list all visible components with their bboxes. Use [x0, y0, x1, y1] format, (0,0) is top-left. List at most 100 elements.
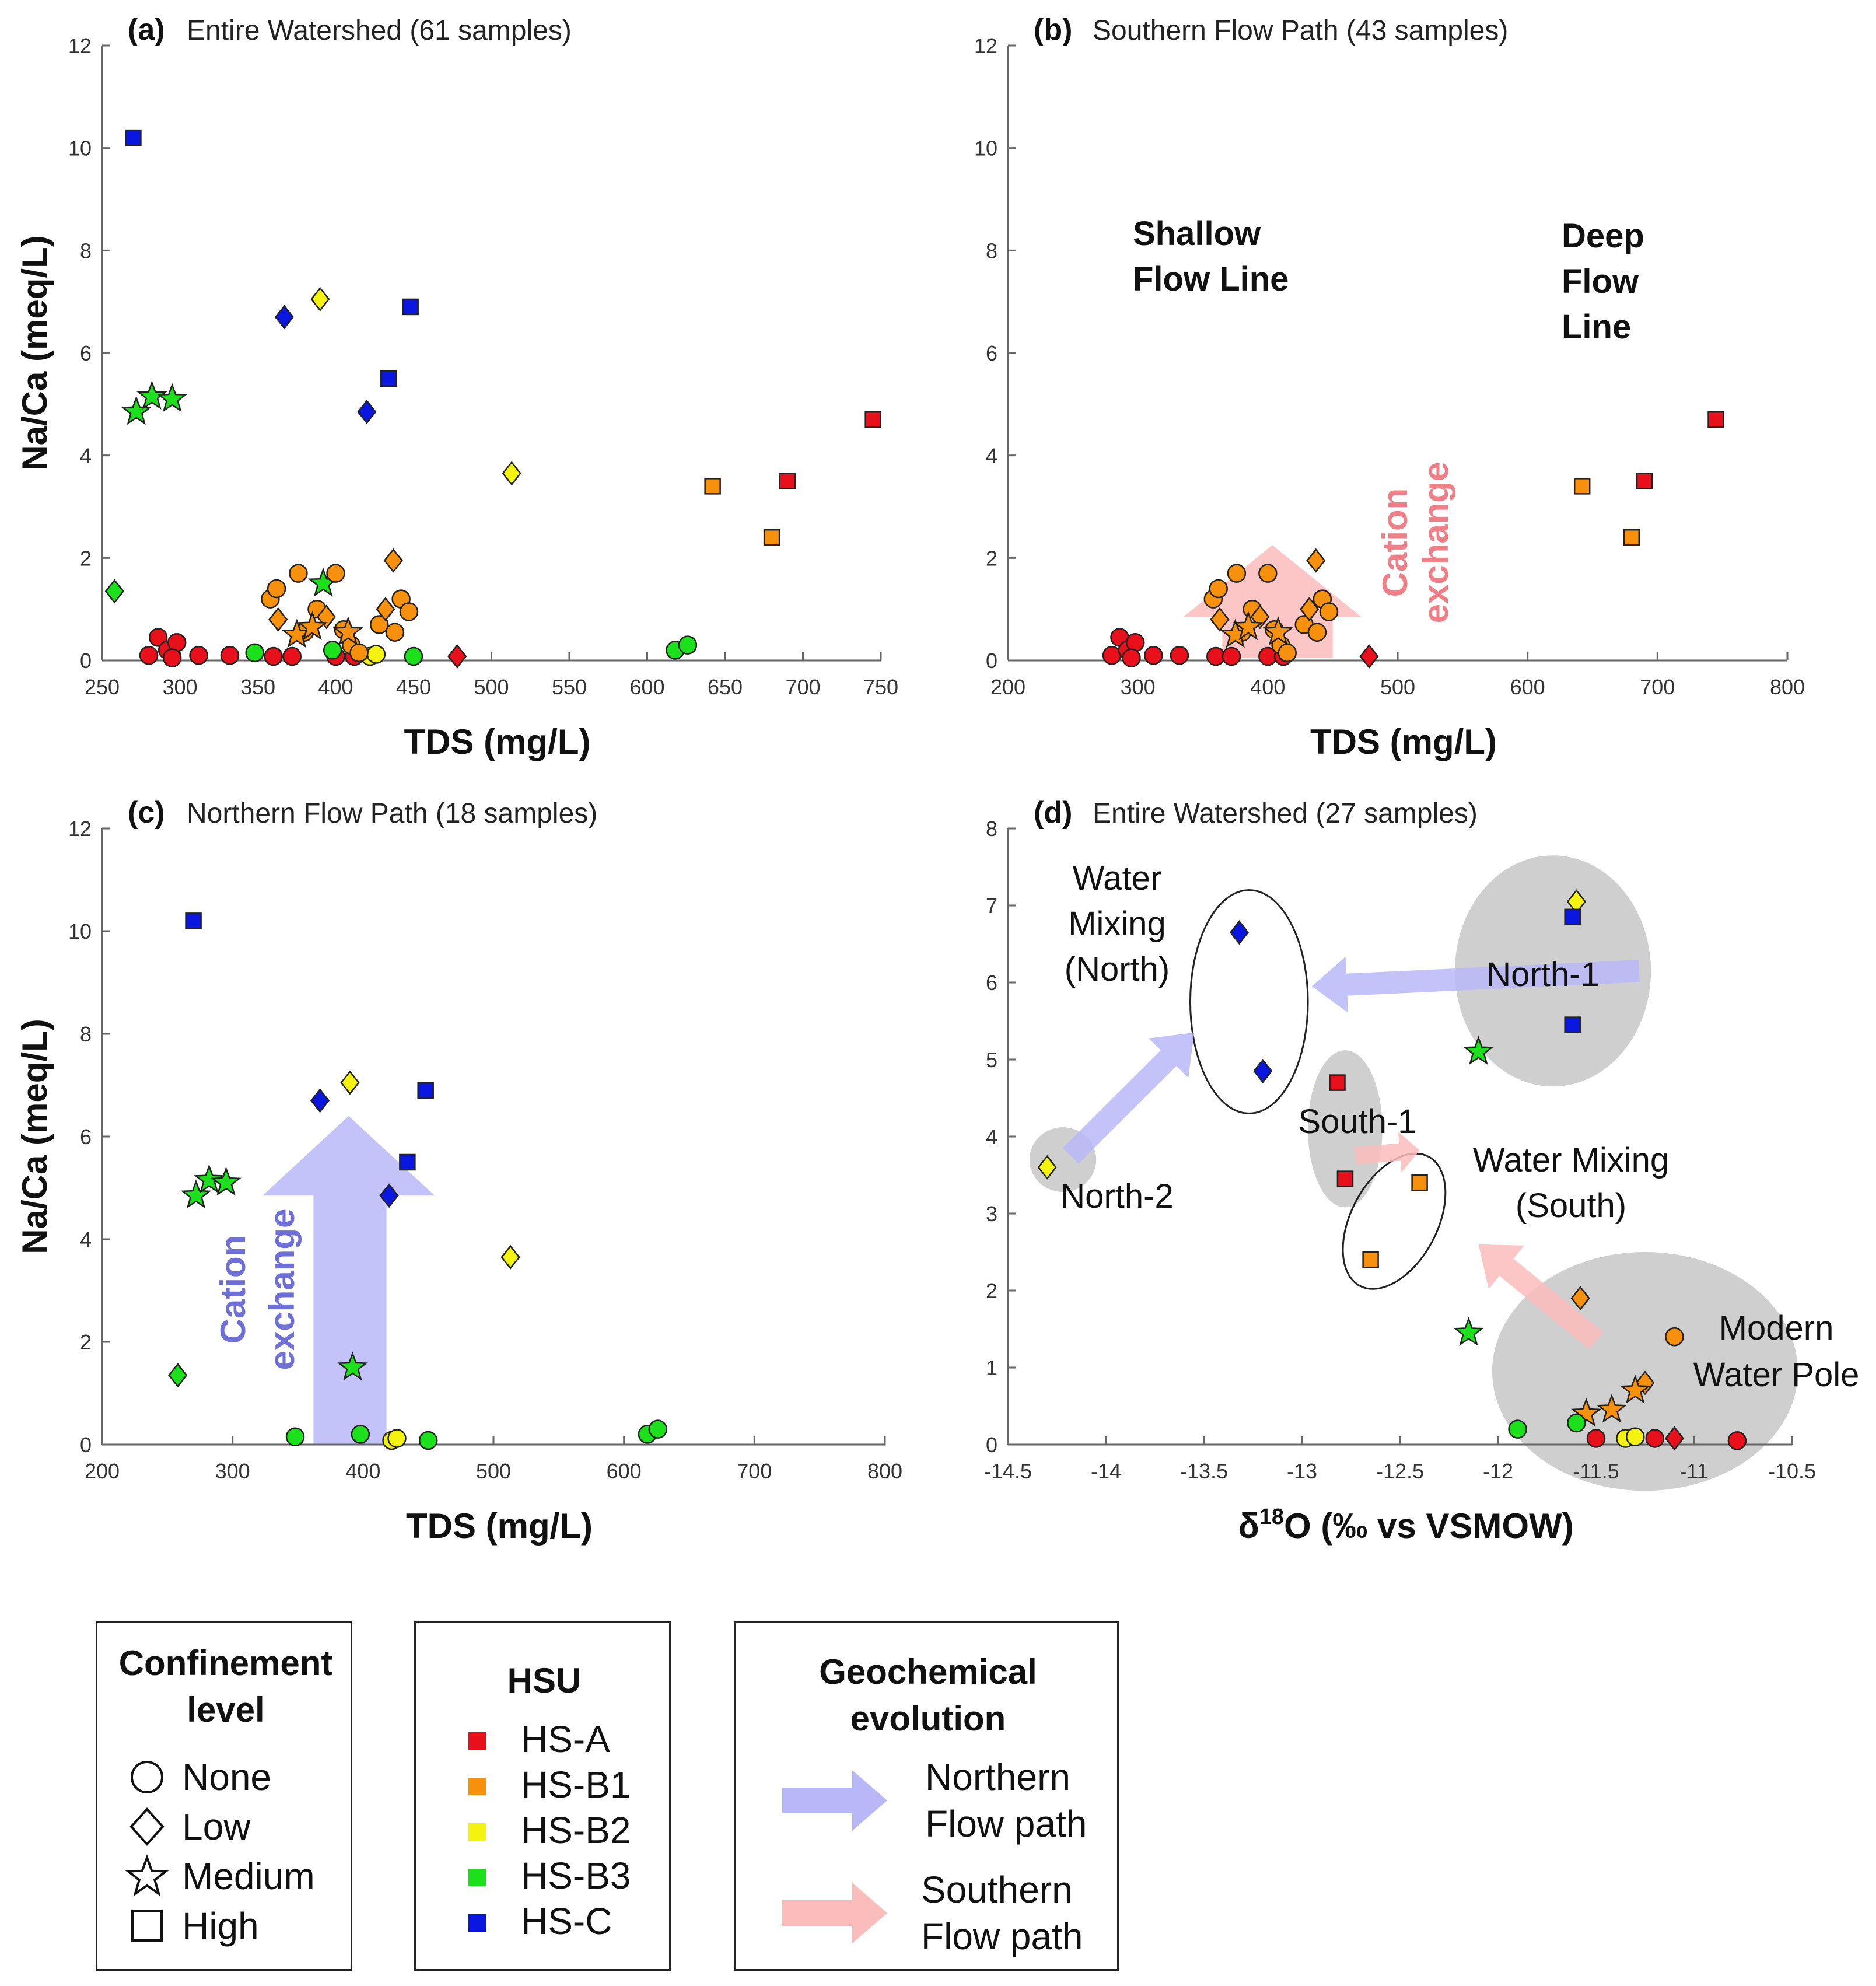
data-point-diamond — [447, 644, 467, 669]
data-point-diamond — [1570, 1286, 1590, 1311]
data-point-square — [1573, 478, 1591, 495]
data-point-circle — [1122, 648, 1141, 667]
y-tick-label: 2 — [80, 1330, 92, 1354]
panel-label-a: (a) — [128, 13, 165, 47]
data-point-circle — [349, 643, 369, 663]
annotation-shallow-flow-line-line-1: Flow Line — [1133, 260, 1289, 298]
x-axis-label-c: TDS (mg/L) — [406, 1506, 593, 1546]
x-tick-label: -10.5 — [1768, 1459, 1816, 1483]
data-point-circle — [326, 564, 345, 583]
data-point-circle — [1144, 645, 1163, 665]
y-tick-label: 0 — [986, 649, 998, 673]
y-tick-label: 12 — [68, 34, 92, 58]
data-point-diamond — [502, 461, 522, 486]
x-tick-label: 700 — [785, 675, 820, 699]
data-point-square — [1411, 1174, 1428, 1191]
arrow-modern-to-mixing-south — [1478, 1244, 1603, 1349]
annotation-water-mixing-south-line-0: Water Mixing — [1473, 1141, 1669, 1179]
data-point-circle — [648, 1419, 668, 1439]
annotation-water-mixing-north-line-1: Mixing — [1068, 905, 1166, 943]
data-point-star — [121, 396, 152, 425]
data-point-diamond — [357, 399, 377, 425]
x-tick-label: 350 — [240, 675, 275, 699]
data-point-circle — [399, 602, 419, 621]
annotation-water-mixing-north-line-0: Water — [1073, 859, 1162, 897]
data-point-star — [180, 1179, 212, 1209]
annotation-shallow-flow-line-line-0: Shallow — [1133, 215, 1261, 253]
x-tick-label: 500 — [476, 1459, 511, 1483]
y-tick-label: 0 — [986, 1433, 998, 1457]
data-point-star — [1570, 1397, 1602, 1427]
x-tick-label: 550 — [552, 675, 587, 699]
data-point-circle — [1727, 1431, 1747, 1450]
x-tick-label: 600 — [1510, 675, 1545, 699]
color-swatch-icon — [468, 1914, 486, 1932]
x-tick-label: 800 — [867, 1459, 902, 1483]
color-swatch-icon — [468, 1732, 486, 1750]
x-axis-label-d: δ18O (‰ vs VSMOW) — [1238, 1505, 1573, 1546]
data-point-star — [1619, 1375, 1651, 1404]
x-tick-label: -11 — [1679, 1459, 1708, 1483]
data-point-diamond — [383, 548, 403, 573]
circle-icon — [131, 1761, 163, 1793]
y-tick-label: 6 — [80, 1125, 92, 1149]
annotation-water-mixing-north-line-2: (North) — [1065, 950, 1170, 988]
legend-hsu: HSU HS-A HS-B1 HS-B2 HS-B3 HS-C — [414, 1621, 671, 1971]
data-point-circle — [1567, 1413, 1586, 1433]
data-point-circle — [139, 645, 159, 665]
data-point-circle — [285, 1427, 305, 1447]
y-tick-label: 4 — [80, 444, 92, 468]
y-tick-label: 2 — [986, 546, 998, 570]
data-point-circle — [1258, 564, 1278, 583]
data-point-star — [1463, 1036, 1494, 1065]
annotation-cation-exchange-c-line-0: Cation — [214, 1235, 253, 1344]
y-tick-label: 12 — [974, 34, 998, 58]
data-point-square — [1707, 411, 1724, 428]
x-tick-label: 500 — [1380, 675, 1415, 699]
y-tick-label: 6 — [80, 341, 92, 365]
annotation-cation-exchange-b-line-1: exchange — [1416, 462, 1455, 624]
y-tick-label: 8 — [80, 239, 92, 263]
data-point-circle — [1209, 579, 1228, 599]
arrow-north1-to-mixing — [1311, 956, 1640, 1013]
annotation-water-mixing-south-line-1: (South) — [1516, 1187, 1626, 1225]
panel-title-b: Southern Flow Path (43 samples) — [1093, 15, 1508, 46]
x-tick-label: -14.5 — [984, 1459, 1032, 1483]
x-tick-label: 450 — [396, 675, 431, 699]
data-point-diamond — [1306, 548, 1326, 573]
arrow-south1-to-mixing-south — [1354, 1131, 1420, 1173]
data-point-square — [1362, 1251, 1379, 1268]
data-point-circle — [189, 645, 208, 665]
x-tick-label: 250 — [85, 675, 120, 699]
data-point-diamond — [168, 1363, 188, 1388]
data-point-circle — [1170, 645, 1189, 665]
data-point-circle — [1227, 564, 1247, 583]
data-point-circle — [1625, 1427, 1645, 1447]
x-tick-label: -11.5 — [1573, 1459, 1619, 1483]
data-point-circle — [1665, 1327, 1684, 1347]
x-tick-label: 800 — [1770, 675, 1805, 699]
data-point-square — [185, 912, 202, 929]
y-tick-label: 3 — [986, 1202, 998, 1226]
data-point-circle — [418, 1431, 438, 1450]
y-tick-label: 2 — [986, 1279, 998, 1303]
x-tick-label: -12.5 — [1376, 1459, 1424, 1483]
data-point-circle — [264, 646, 283, 666]
y-tick-label: 8 — [986, 239, 998, 263]
y-tick-label: 12 — [68, 817, 92, 841]
data-point-circle — [1319, 602, 1339, 621]
annotation-north-1: North-1 — [1486, 956, 1599, 994]
data-point-circle — [387, 1429, 407, 1448]
x-tick-label: 600 — [629, 675, 664, 699]
panel-b-axes: 200 300 400 500 600 700 800 0 2 4 6 8 10 12 (b) Souther… — [974, 13, 1805, 761]
annotation-cation-exchange-c-line-1: exchange — [262, 1209, 302, 1370]
diamond-icon — [130, 1807, 164, 1846]
x-tick-label: 200 — [85, 1459, 120, 1483]
color-swatch-icon — [468, 1778, 486, 1795]
arrow-north2-to-mixing — [1063, 1032, 1195, 1164]
x-tick-label: 400 — [345, 1459, 380, 1483]
x-tick-label: -13 — [1287, 1459, 1317, 1483]
annotation-deep-flow-line-line-2: Line — [1562, 308, 1631, 346]
x-tick-label: 750 — [863, 675, 898, 699]
data-point-square — [380, 370, 397, 387]
